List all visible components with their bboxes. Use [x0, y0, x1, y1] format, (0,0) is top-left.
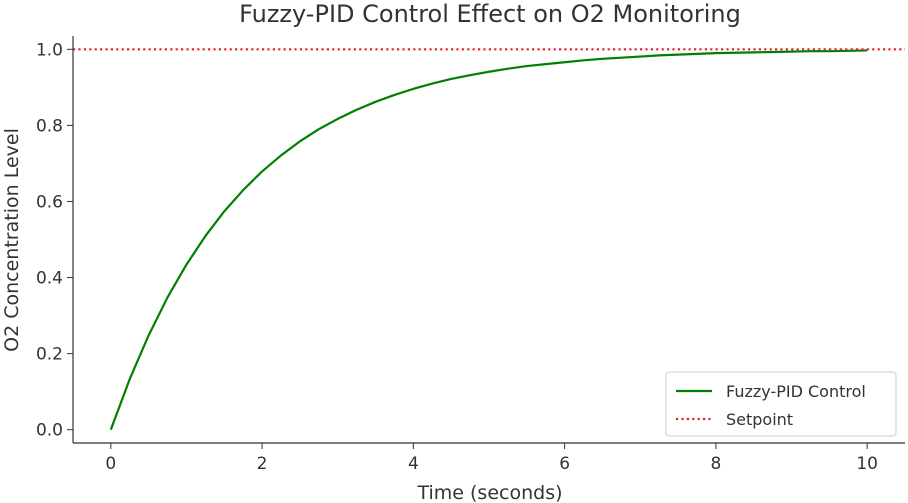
y-tick-label: 0.8: [36, 116, 63, 136]
chart-title: Fuzzy-PID Control Effect on O2 Monitorin…: [239, 0, 741, 28]
series-line-fuzzy-pid-control: [109, 49, 868, 431]
y-axis-label: O2 Concentration Level: [1, 128, 23, 352]
ticks-layer: 0 2 4 6 8 10 0.0 0.2 0.4 0.6 0.8 1.0: [36, 40, 878, 474]
series-layer: [73, 48, 905, 431]
legend: Fuzzy-PID Control Setpoint: [665, 371, 897, 437]
x-axis-label: Time (seconds): [416, 482, 562, 503]
legend-label-fuzzy-pid-control: Fuzzy-PID Control: [726, 382, 866, 401]
x-tick-label: 10: [856, 454, 878, 474]
x-tick-label: 4: [408, 454, 419, 474]
y-tick-label: 1.0: [36, 40, 63, 60]
y-tick-label: 0.2: [36, 345, 63, 365]
x-tick-label: 6: [559, 454, 570, 474]
x-tick-label: 2: [257, 454, 268, 474]
y-tick-label: 0.6: [36, 192, 63, 212]
axes-layer: [72, 36, 905, 444]
y-tick-label: 0.4: [36, 269, 63, 289]
x-tick-label: 0: [105, 454, 116, 474]
legend-label-setpoint: Setpoint: [726, 410, 793, 429]
y-tick-label: 0.0: [36, 421, 63, 441]
legend-box: [665, 371, 897, 437]
x-tick-label: 8: [710, 454, 721, 474]
